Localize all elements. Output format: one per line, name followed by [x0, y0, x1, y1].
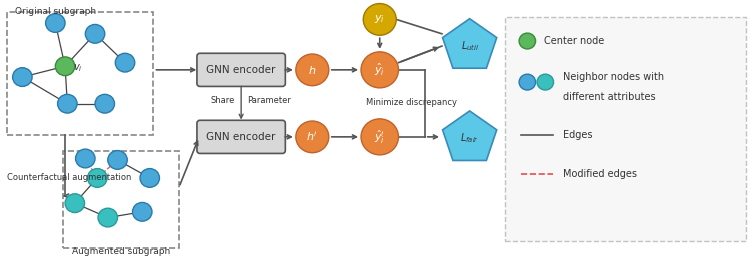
- Text: Minimize discrepancy: Minimize discrepancy: [365, 98, 456, 107]
- Circle shape: [115, 53, 135, 72]
- Circle shape: [58, 94, 77, 113]
- Circle shape: [519, 74, 535, 90]
- Circle shape: [98, 208, 117, 227]
- Text: $L_{util}$: $L_{util}$: [460, 39, 479, 53]
- Circle shape: [140, 169, 159, 187]
- Text: Parameter: Parameter: [247, 96, 291, 105]
- Circle shape: [296, 121, 329, 153]
- Circle shape: [361, 52, 399, 88]
- Text: Counterfactual augmentation: Counterfactual augmentation: [8, 173, 132, 182]
- Circle shape: [46, 14, 65, 32]
- Circle shape: [95, 94, 114, 113]
- Circle shape: [108, 151, 127, 169]
- Text: Center node: Center node: [544, 36, 604, 46]
- Circle shape: [296, 54, 329, 86]
- FancyBboxPatch shape: [197, 120, 285, 153]
- Text: different attributes: different attributes: [562, 91, 655, 102]
- Text: GNN encoder: GNN encoder: [207, 132, 276, 142]
- Text: $h'$: $h'$: [306, 130, 318, 143]
- FancyBboxPatch shape: [505, 17, 746, 241]
- Text: $y_i$: $y_i$: [374, 13, 385, 25]
- Text: $\hat{y}_i$: $\hat{y}_i$: [374, 62, 385, 78]
- Circle shape: [363, 4, 396, 35]
- Text: Neighbor nodes with: Neighbor nodes with: [562, 72, 664, 82]
- Circle shape: [13, 68, 32, 86]
- Polygon shape: [443, 19, 497, 68]
- Text: Augmented subgraph: Augmented subgraph: [71, 247, 170, 256]
- Circle shape: [56, 57, 74, 76]
- Polygon shape: [443, 111, 497, 160]
- Circle shape: [537, 74, 553, 90]
- Text: Original subgraph: Original subgraph: [15, 7, 96, 16]
- Text: Modified edges: Modified edges: [562, 169, 636, 179]
- Text: Edges: Edges: [562, 130, 592, 140]
- Circle shape: [361, 119, 399, 155]
- Text: GNN encoder: GNN encoder: [207, 65, 276, 75]
- Circle shape: [132, 203, 152, 221]
- Text: $v_i$: $v_i$: [72, 62, 82, 74]
- Circle shape: [75, 149, 95, 168]
- Text: $h$: $h$: [308, 64, 317, 76]
- Circle shape: [85, 24, 105, 43]
- Circle shape: [87, 169, 107, 187]
- FancyBboxPatch shape: [197, 53, 285, 86]
- Text: Share: Share: [211, 96, 235, 105]
- Text: $L_{fair}$: $L_{fair}$: [460, 131, 479, 145]
- Circle shape: [65, 194, 84, 213]
- Text: $\hat{y}_i'$: $\hat{y}_i'$: [374, 128, 385, 145]
- Circle shape: [519, 33, 535, 49]
